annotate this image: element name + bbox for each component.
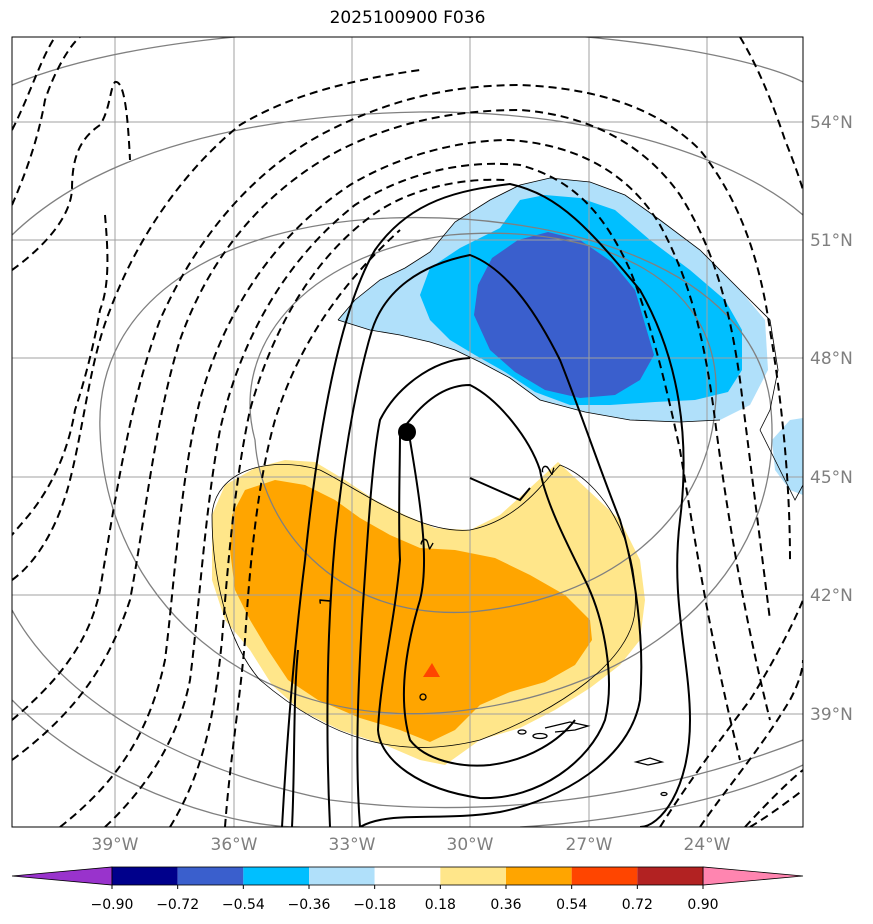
latitude-labels: 54°N 51°N 48°N 45°N 42°N 39°N xyxy=(810,113,853,725)
max-marker xyxy=(423,663,440,677)
lat-label: 48°N xyxy=(810,349,853,369)
storm-center-marker xyxy=(398,423,416,441)
map-title: 2025100900 F036 xyxy=(329,8,486,28)
plot-frame xyxy=(11,36,804,828)
colorbar-label: −0.54 xyxy=(222,897,265,913)
dashed-contours xyxy=(12,37,803,827)
pos-mid-area xyxy=(230,480,592,742)
colorbar-label: −0.36 xyxy=(288,897,331,913)
colorbar-segment xyxy=(506,867,572,885)
contour-label-1: 1 xyxy=(316,595,336,607)
colorbar-segment xyxy=(637,867,703,885)
colorbar-label: 0.72 xyxy=(622,897,653,913)
positive-anomaly-shading xyxy=(212,460,645,765)
neg-strong-area xyxy=(474,232,654,398)
colorbar-label: 0.90 xyxy=(687,897,718,913)
lon-label: 39°W xyxy=(92,835,139,855)
colorbar-label: −0.72 xyxy=(156,897,199,913)
colorbar-label: 0.36 xyxy=(490,897,521,913)
lon-label: 33°W xyxy=(329,835,376,855)
lon-label: 24°W xyxy=(684,835,731,855)
lon-label: 36°W xyxy=(211,835,258,855)
colorbar-extend-high xyxy=(702,866,804,886)
colorbar-segment xyxy=(243,867,309,885)
colorbar-segment xyxy=(374,867,441,885)
lat-label: 45°N xyxy=(810,468,853,488)
colorbar-frame xyxy=(111,866,704,886)
colorbar-extend-low xyxy=(11,866,113,886)
longitude-labels: 39°W 36°W 33°W 30°W 27°W 24°W xyxy=(92,835,731,855)
gray-contours xyxy=(12,37,803,827)
neg-weak-area-east xyxy=(772,418,803,495)
colorbar-segment xyxy=(571,867,638,885)
colorbar-label: −0.90 xyxy=(91,897,134,913)
colorbar-label: 0.54 xyxy=(556,897,587,913)
colorbar-segment xyxy=(440,867,506,885)
small-contour-features xyxy=(419,693,668,797)
colorbar-segment xyxy=(112,867,178,885)
colorbar-segment xyxy=(309,867,375,885)
lat-label: 39°N xyxy=(810,705,853,725)
negative-anomaly-shading xyxy=(338,178,803,495)
colorbar-label: −0.18 xyxy=(353,897,396,913)
colorbar: −0.90 −0.72 −0.54 −0.36 −0.18 0.18 0.36 0.54 0.7… xyxy=(11,866,804,913)
lon-label: 30°W xyxy=(447,835,494,855)
lat-label: 42°N xyxy=(810,586,853,606)
graticule xyxy=(12,37,803,827)
colorbar-label: 0.18 xyxy=(425,897,456,913)
lat-label: 51°N xyxy=(810,231,853,251)
lon-label: 27°W xyxy=(566,835,613,855)
lat-label: 54°N xyxy=(810,113,853,133)
solid-contours xyxy=(281,182,692,827)
colorbar-segment xyxy=(177,867,244,885)
contour-label-2b: 2 xyxy=(538,462,559,477)
